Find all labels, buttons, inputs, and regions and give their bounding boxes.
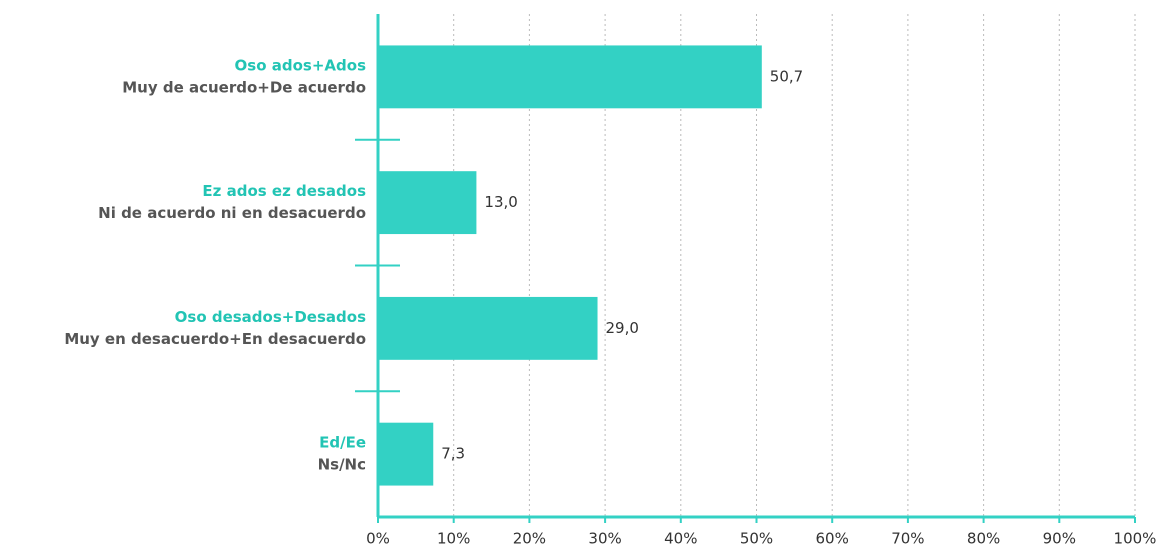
- x-tick-label: 10%: [437, 530, 470, 548]
- y-tick-label: Oso desados+Desados: [175, 308, 366, 326]
- bar: [378, 296, 598, 360]
- x-tick-label: 0%: [366, 530, 390, 548]
- x-tick-label: 90%: [1043, 530, 1076, 548]
- y-tick-label: Ns/Nc: [318, 456, 366, 474]
- x-tick-label: 50%: [740, 530, 773, 548]
- value-label: 7,3: [441, 445, 465, 463]
- y-tick-label: Ez ados ez desados: [202, 182, 366, 200]
- y-tick-label: Muy de acuerdo+De acuerdo: [122, 78, 366, 96]
- y-tick-label: Ni de acuerdo ni en desacuerdo: [98, 204, 366, 222]
- x-tick-label: 40%: [664, 530, 697, 548]
- x-tick-label: 80%: [967, 530, 1000, 548]
- x-tick-label: 30%: [588, 530, 621, 548]
- x-tick-label: 20%: [513, 530, 546, 548]
- value-label: 50,7: [770, 67, 803, 85]
- x-tick-label: 70%: [891, 530, 924, 548]
- bar: [378, 45, 762, 109]
- bar: [378, 171, 477, 235]
- y-tick-label: Muy en desacuerdo+En desacuerdo: [64, 330, 366, 348]
- value-label: 13,0: [484, 193, 517, 211]
- value-label: 29,0: [606, 319, 639, 337]
- bar: [378, 422, 434, 486]
- x-tick-label: 100%: [1114, 530, 1157, 548]
- y-tick-label: Oso ados+Ados: [235, 56, 367, 74]
- x-tick-label: 60%: [816, 530, 849, 548]
- y-tick-label: Ed/Ee: [319, 434, 366, 452]
